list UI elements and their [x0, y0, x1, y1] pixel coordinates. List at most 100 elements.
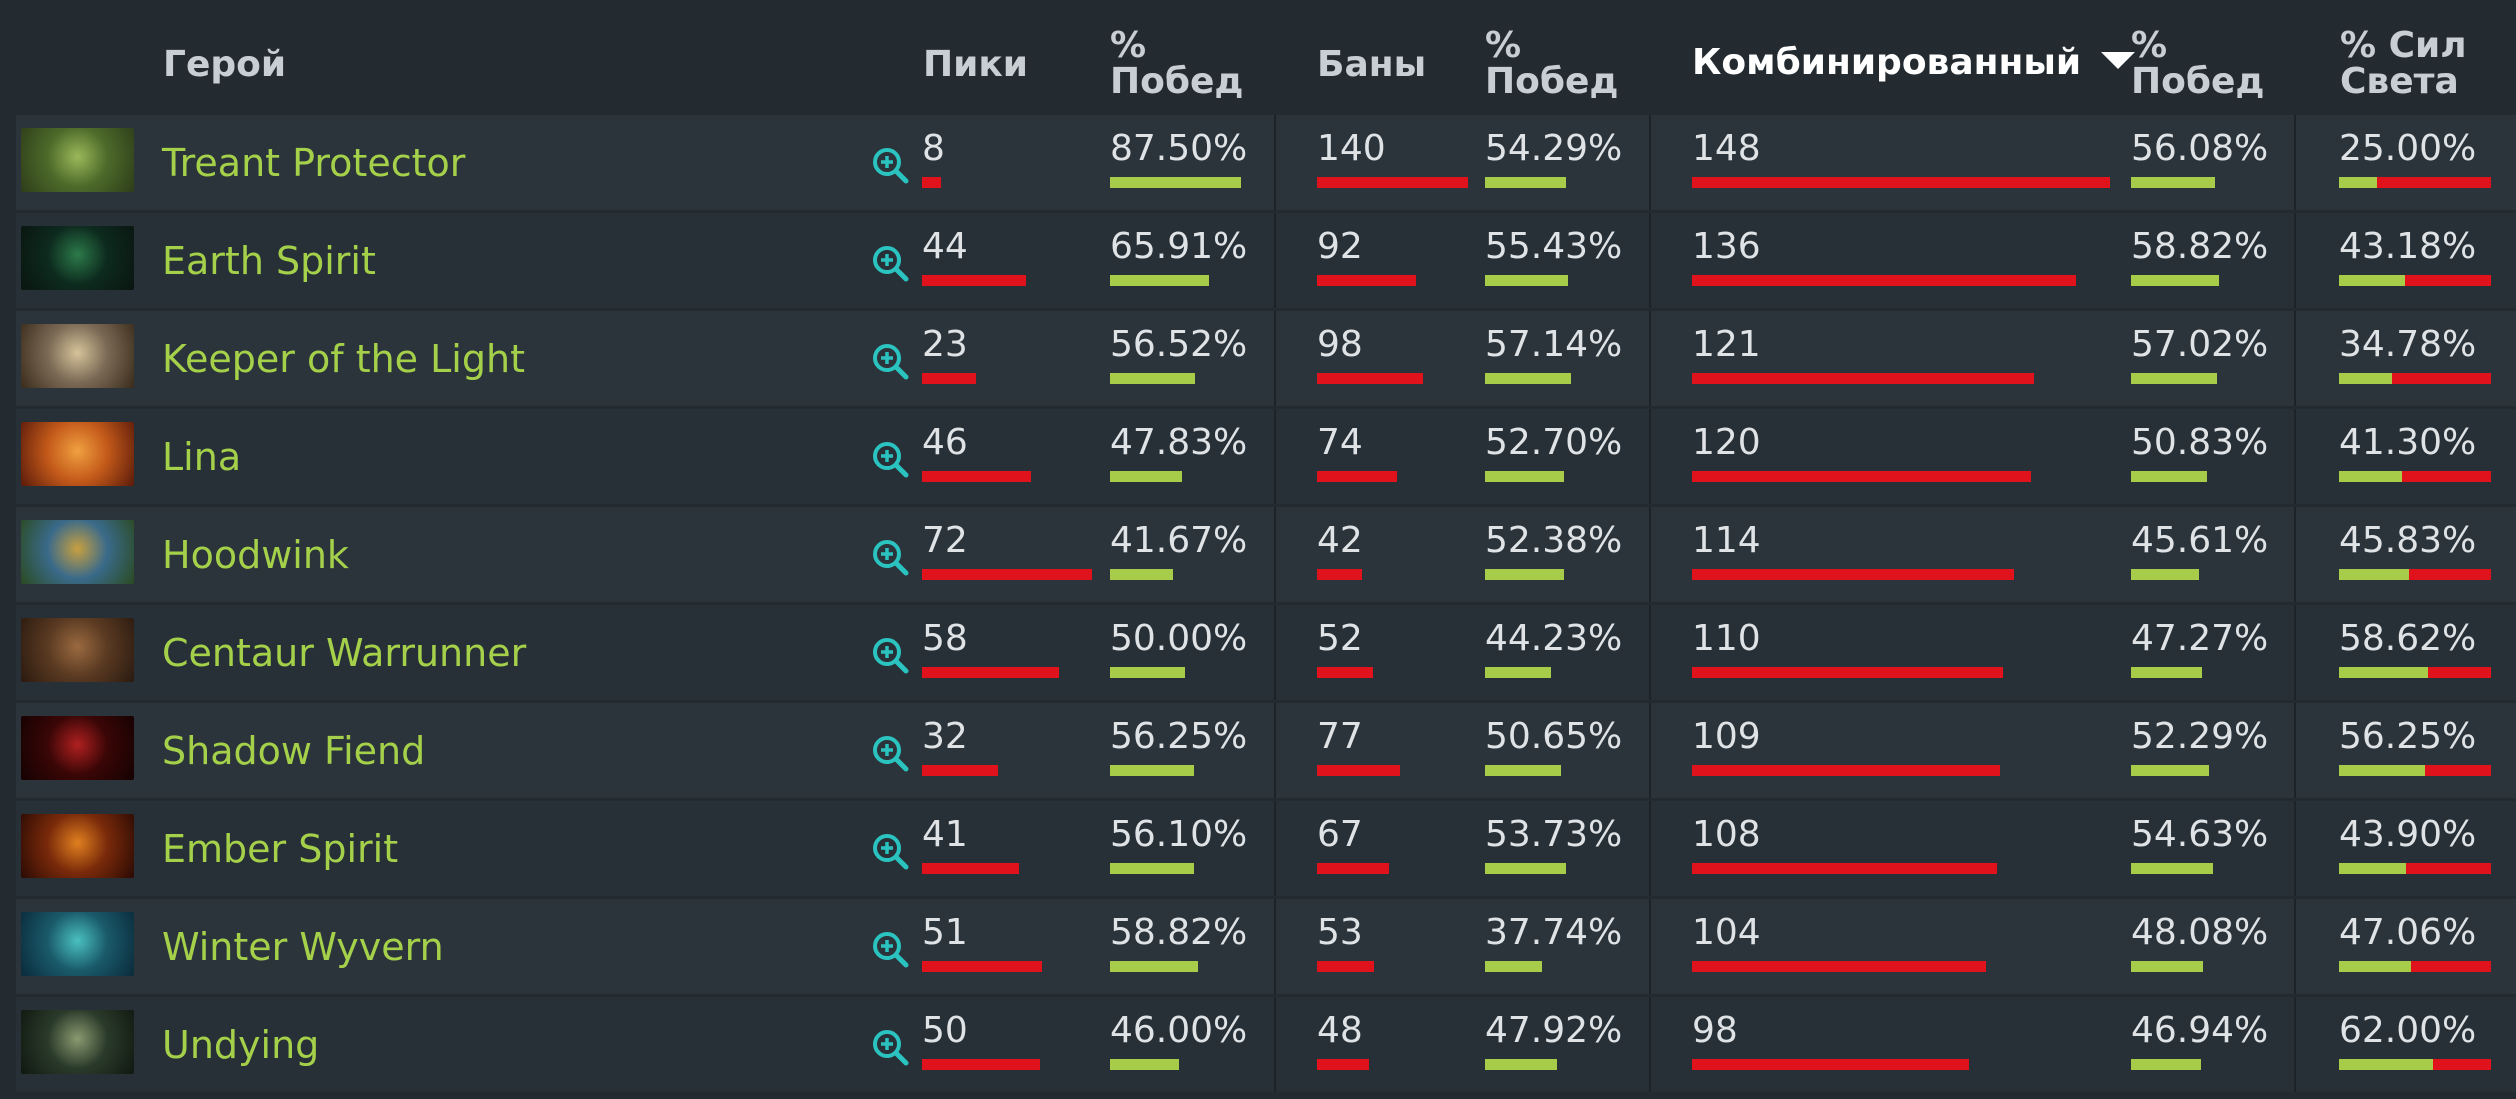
radiant-winrate-value: 45.83% [2339, 520, 2477, 561]
picks-winrate-bar [1110, 373, 1195, 384]
radiant-winrate-value: 56.25% [2339, 716, 2477, 757]
column-divider [1274, 801, 1276, 896]
hero-name-link[interactable]: Earth Spirit [162, 239, 376, 283]
bans-value: 77 [1317, 716, 1363, 757]
column-divider [1649, 997, 1651, 1092]
combined-bar [1692, 569, 2014, 580]
column-divider [2294, 997, 2296, 1092]
combined-bar [1692, 471, 2031, 482]
picks-winrate-value: 56.10% [1110, 814, 1248, 855]
hero-name-link[interactable]: Ember Spirit [162, 827, 399, 871]
radiant-split-bar [2339, 569, 2491, 580]
bans-value: 53 [1317, 912, 1363, 953]
column-divider [1274, 507, 1276, 602]
hero-name-link[interactable]: Hoodwink [162, 533, 349, 577]
zoom-in-icon[interactable] [871, 538, 909, 576]
bans-bar [1317, 1059, 1369, 1070]
radiant-winrate-value: 58.62% [2339, 618, 2477, 659]
header-bans-winrate[interactable]: % Побед [1485, 28, 1619, 100]
zoom-in-icon[interactable] [871, 440, 909, 478]
picks-value: 58 [922, 618, 968, 659]
combined-value: 108 [1692, 814, 1761, 855]
bans-value: 98 [1317, 324, 1363, 365]
radiant-split-fill [2339, 471, 2402, 482]
picks-winrate-bar [1110, 667, 1185, 678]
radiant-split-fill [2339, 863, 2406, 874]
hero-name-link[interactable]: Lina [162, 435, 242, 479]
zoom-in-icon[interactable] [871, 734, 909, 772]
column-divider [1649, 213, 1651, 308]
picks-bar [922, 667, 1059, 678]
bans-bar [1317, 765, 1401, 776]
zoom-in-icon[interactable] [871, 146, 909, 184]
bans-winrate-value: 47.92% [1485, 1010, 1623, 1051]
zoom-in-icon[interactable] [871, 244, 909, 282]
table-row: Treant Protector 8 87.50% 140 54.29% 148 56.08… [16, 115, 2516, 210]
zoom-in-icon[interactable] [871, 636, 909, 674]
header-bans[interactable]: Баны [1317, 44, 1427, 85]
picks-bar [922, 177, 941, 188]
picks-value: 51 [922, 912, 968, 953]
combined-bar [1692, 961, 1986, 972]
combined-value: 120 [1692, 422, 1761, 463]
picks-value: 46 [922, 422, 968, 463]
picks-bar [922, 961, 1043, 972]
zoom-in-icon[interactable] [871, 1028, 909, 1066]
picks-winrate-value: 56.52% [1110, 324, 1248, 365]
bans-winrate-value: 52.70% [1485, 422, 1623, 463]
column-divider [2294, 801, 2296, 896]
picks-bar [922, 765, 998, 776]
column-divider [1649, 507, 1651, 602]
combined-value: 110 [1692, 618, 1761, 659]
bans-value: 92 [1317, 226, 1363, 267]
shadow-fiend-portrait-icon [21, 716, 134, 780]
radiant-split-fill [2339, 373, 2392, 384]
zoom-in-icon[interactable] [871, 342, 909, 380]
table-row: Lina 46 47.83% 74 52.70% 120 50.83% 41.30% [16, 409, 2516, 504]
hero-name-link[interactable]: Undying [162, 1023, 320, 1067]
header-radiant[interactable]: % Сил Света [2340, 28, 2467, 100]
table-row: Ember Spirit 41 56.10% 67 53.73% 108 54.63% 43.… [16, 801, 2516, 896]
radiant-winrate-value: 47.06% [2339, 912, 2477, 953]
combined-value: 104 [1692, 912, 1761, 953]
bans-winrate-bar [1485, 275, 1569, 286]
sort-descending-icon [2101, 51, 2136, 69]
radiant-split-bar [2339, 667, 2491, 678]
picks-value: 32 [922, 716, 968, 757]
column-divider [1649, 899, 1651, 994]
radiant-split-fill [2339, 275, 2405, 286]
picks-winrate-bar [1110, 765, 1195, 776]
hero-name-link[interactable]: Centaur Warrunner [162, 631, 527, 675]
radiant-split-bar [2339, 765, 2491, 776]
hero-name-link[interactable]: Shadow Fiend [162, 729, 426, 773]
radiant-split-fill [2339, 1059, 2434, 1070]
header-combined[interactable]: Комбинированный [1692, 45, 2136, 81]
combined-winrate-value: 52.29% [2131, 716, 2269, 757]
header-picks-winrate[interactable]: % Побед [1110, 28, 1244, 100]
hero-name-link[interactable]: Treant Protector [162, 141, 466, 185]
picks-bar [922, 863, 1019, 874]
hero-name-link[interactable]: Keeper of the Light [162, 337, 525, 381]
bans-value: 74 [1317, 422, 1363, 463]
header-picks[interactable]: Пики [923, 44, 1029, 85]
bans-winrate-bar [1485, 667, 1552, 678]
combined-winrate-bar [2131, 765, 2210, 776]
picks-winrate-value: 46.00% [1110, 1010, 1248, 1051]
zoom-in-icon[interactable] [871, 832, 909, 870]
radiant-split-bar [2339, 471, 2491, 482]
picks-winrate-bar [1110, 863, 1195, 874]
combined-winrate-bar [2131, 569, 2200, 580]
column-divider [1649, 311, 1651, 406]
hero-name-link[interactable]: Winter Wyvern [162, 925, 444, 969]
zoom-in-icon[interactable] [871, 930, 909, 968]
bans-value: 67 [1317, 814, 1363, 855]
picks-winrate-bar [1110, 569, 1173, 580]
bans-winrate-value: 52.38% [1485, 520, 1623, 561]
column-divider [1649, 409, 1651, 504]
header-combined-winrate[interactable]: % Побед [2131, 28, 2265, 100]
combined-value: 109 [1692, 716, 1761, 757]
table-row: Hoodwink 72 41.67% 42 52.38% 114 45.61% 45.83% [16, 507, 2516, 602]
header-hero[interactable]: Герой [163, 44, 287, 85]
header-picks-winrate-line2: Побед [1110, 61, 1244, 102]
